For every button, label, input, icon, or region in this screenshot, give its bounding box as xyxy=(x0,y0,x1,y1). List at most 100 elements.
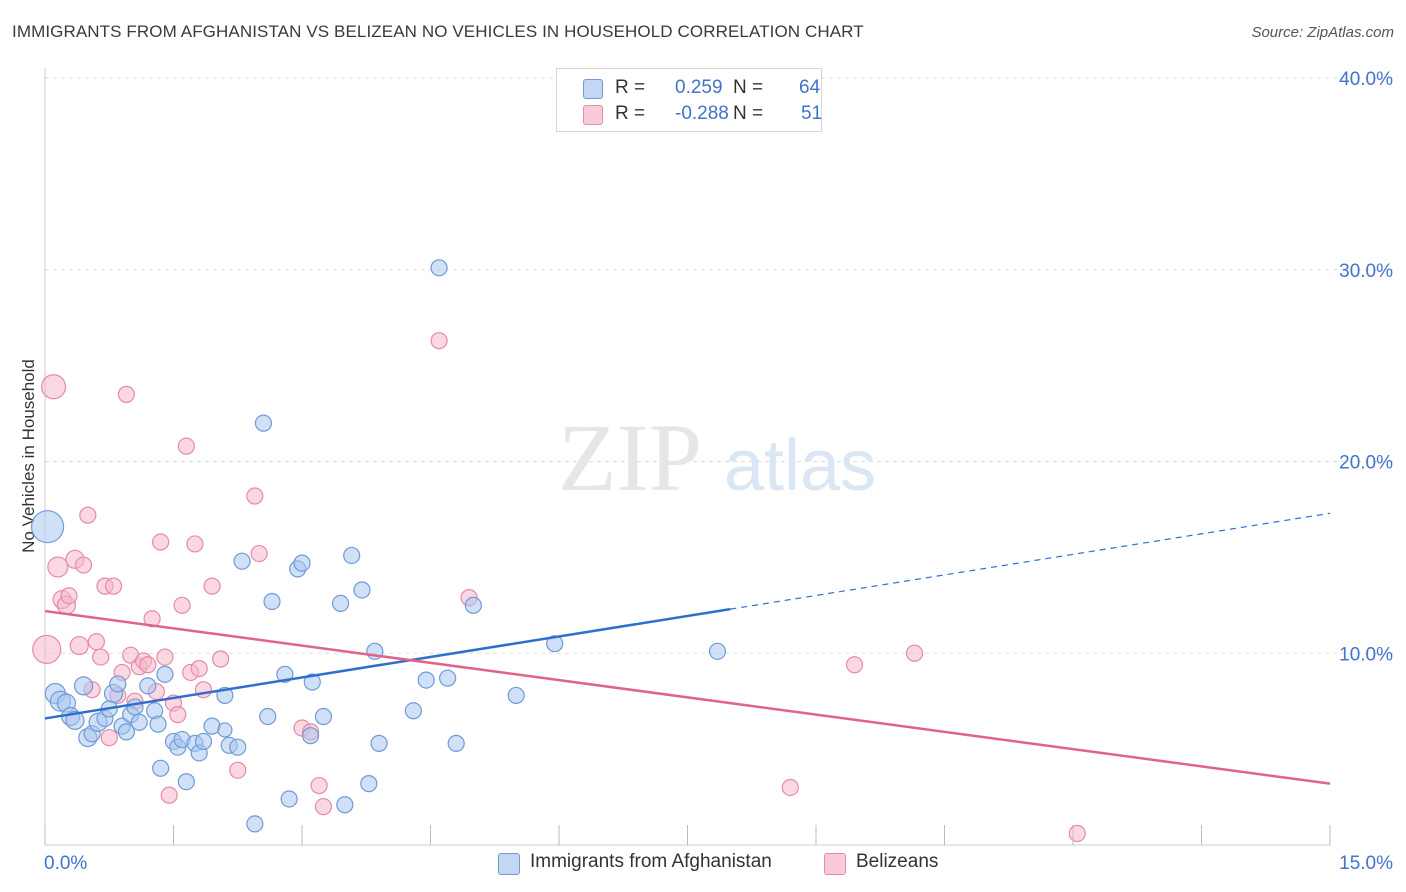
afghanistan-point xyxy=(73,676,94,696)
bottom-legend-label: Immigrants from Afghanistan xyxy=(530,851,772,872)
y-tick-label: 10.0% xyxy=(1339,644,1393,665)
afghanistan-point xyxy=(280,790,298,808)
afghanistan-point xyxy=(259,707,277,726)
belizean-point xyxy=(177,437,195,455)
legend-r-label: R = xyxy=(615,77,646,98)
afghanistan-point xyxy=(109,675,127,693)
bottom-legend-swatch-blue xyxy=(498,853,520,875)
watermark-atlas: atlas xyxy=(724,426,876,506)
belizean-point xyxy=(160,786,178,804)
afghanistan-point xyxy=(177,773,195,791)
belizean-point xyxy=(32,634,62,665)
afghanistan-point xyxy=(65,710,85,730)
belizean-point xyxy=(69,635,89,656)
belizean-point xyxy=(60,587,78,605)
afghanistan-point xyxy=(156,665,174,683)
afghanistan-point xyxy=(314,707,333,726)
afghanistan-point xyxy=(417,671,435,689)
y-tick-label: 20.0% xyxy=(1339,453,1393,474)
afghanistan-point xyxy=(708,642,727,660)
belizean-point xyxy=(117,385,135,403)
belizean-point xyxy=(314,798,333,816)
source-label: Source: ZipAtlas.com xyxy=(1251,24,1394,41)
belizean-point xyxy=(79,506,97,524)
afghanistan-point xyxy=(30,510,65,544)
afghanistan-point xyxy=(194,732,213,751)
legend-swatch-blue xyxy=(583,79,603,99)
y-tick-label: 30.0% xyxy=(1339,261,1393,282)
afghanistan-point xyxy=(229,738,247,756)
afghanistan-point xyxy=(246,815,264,833)
belizean-point xyxy=(250,544,268,563)
afghanistan-point xyxy=(343,546,361,565)
belizean-point xyxy=(212,650,230,668)
belizean-point xyxy=(143,610,161,628)
belizean-point xyxy=(104,577,123,595)
belizean-point xyxy=(152,533,170,551)
afghanistan-point xyxy=(464,596,482,614)
afghanistan-point xyxy=(233,552,251,570)
chart-title: IMMIGRANTS FROM AFGHANISTAN VS BELIZEAN … xyxy=(12,22,864,41)
belizean-point xyxy=(310,776,328,795)
belizean-point xyxy=(40,374,67,400)
bottom-legend-swatch-pink xyxy=(824,853,846,875)
afghanistan-point xyxy=(263,592,281,611)
afghanistan-trend-extension xyxy=(730,512,1331,610)
afghanistan-point xyxy=(430,259,448,277)
afghanistan-point xyxy=(336,796,354,814)
belizean-point xyxy=(905,644,924,662)
afghanistan-point xyxy=(404,702,422,720)
afghanistan-point xyxy=(139,677,157,695)
belizean-point xyxy=(190,659,208,678)
afghanistan-trend-line xyxy=(44,607,731,720)
watermark: ZIP atlas xyxy=(558,404,876,511)
belizean-point xyxy=(100,729,118,747)
belizean-point xyxy=(156,648,174,666)
afghanistan-point xyxy=(152,759,170,777)
belizean-point xyxy=(781,778,799,797)
afghanistan-point xyxy=(301,727,320,745)
legend-n-label: N = xyxy=(733,77,764,98)
belizean-point xyxy=(92,648,110,666)
belizean-point xyxy=(173,596,191,614)
belizean-point xyxy=(169,706,187,724)
afghanistan-point xyxy=(254,414,273,432)
afghanistan-point xyxy=(149,715,167,733)
belizean-point xyxy=(229,761,247,779)
belizean-point xyxy=(87,633,106,651)
afghanistan-point xyxy=(447,734,465,752)
belizean-point xyxy=(1068,824,1086,843)
belizean-point xyxy=(203,577,221,595)
belizean-point xyxy=(47,556,69,578)
belizean-point xyxy=(74,556,93,574)
afghanistan-point xyxy=(546,635,564,653)
legend-r-value: 0.259 xyxy=(675,77,723,98)
legend-r-label: R = xyxy=(615,103,646,124)
afghanistan-point xyxy=(303,673,321,691)
afghanistan-point xyxy=(353,581,371,599)
afghanistan-point xyxy=(331,594,350,612)
belizean-point xyxy=(139,656,157,674)
afghanistan-point xyxy=(293,554,311,572)
legend-n-label: N = xyxy=(733,103,764,124)
afghanistan-point xyxy=(130,713,148,731)
belizean-point xyxy=(430,332,448,350)
legend-n-value: 51 xyxy=(801,103,823,124)
x-tick-label: 0.0% xyxy=(44,853,87,874)
bottom-legend-label: Belizeans xyxy=(856,851,939,872)
afghanistan-point xyxy=(439,669,457,687)
belizean-point xyxy=(845,656,864,674)
y-axis-label: No Vehicles in Household xyxy=(19,359,38,553)
afghanistan-point xyxy=(126,698,144,716)
legend-swatch-pink xyxy=(583,105,603,125)
afghanistan-point xyxy=(507,686,525,705)
legend-r-value: -0.288 xyxy=(675,103,729,124)
belizean-trend-line xyxy=(44,609,1331,785)
x-tick-label: 15.0% xyxy=(1339,853,1393,874)
afghanistan-point xyxy=(117,723,135,741)
y-tick-label: 40.0% xyxy=(1339,69,1393,90)
belizean-point xyxy=(246,487,264,505)
watermark-zip: ZIP xyxy=(558,404,702,511)
legend-box: R = 0.259 N = 64 R = -0.288 N = 51 xyxy=(556,68,822,132)
